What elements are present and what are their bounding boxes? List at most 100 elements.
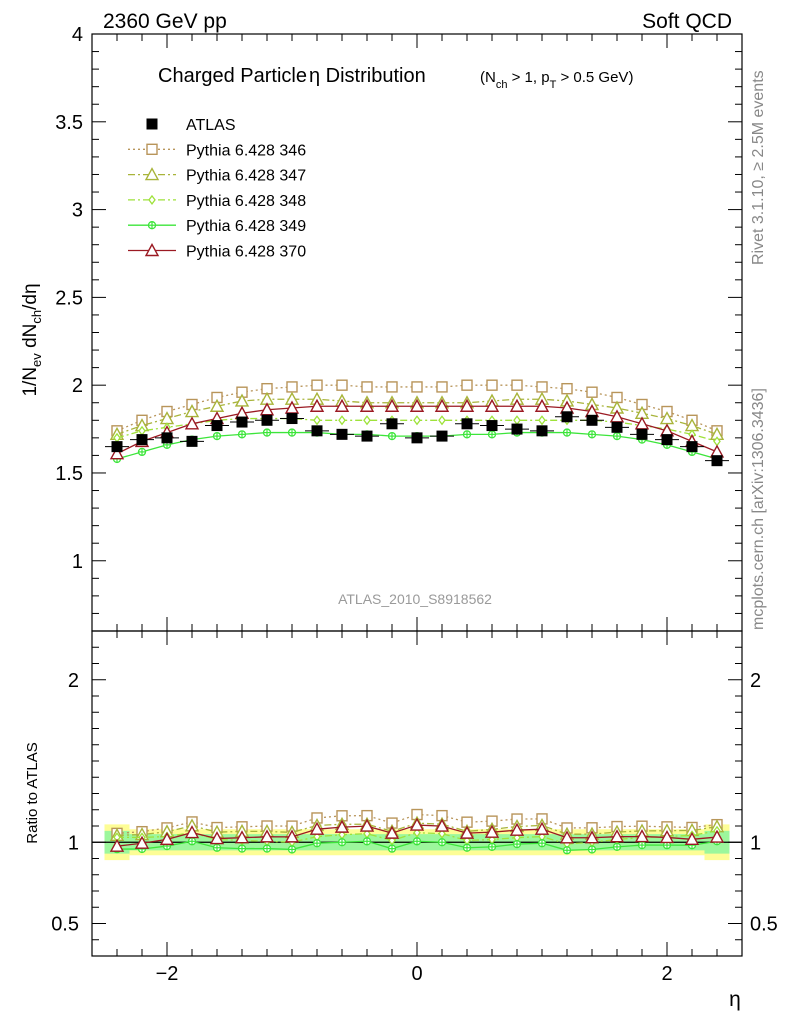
series-1-point xyxy=(461,379,473,391)
ratio-series-group xyxy=(109,808,725,855)
x-tick-label: 2 xyxy=(661,963,672,985)
atlas-data-point xyxy=(361,430,373,442)
series-5-point xyxy=(309,398,325,412)
legend-label: Pythia 6.428 370 xyxy=(186,244,306,261)
ratio-series-5-point xyxy=(634,829,650,843)
chart-title: Charged Particle η Distribution xyxy=(158,65,426,87)
series-1-point xyxy=(536,381,548,393)
ratio-series-5-point xyxy=(409,817,425,831)
legend-marker xyxy=(146,118,158,130)
ratio-series-5-point xyxy=(184,825,200,839)
series-5-point xyxy=(284,400,300,414)
series-1-point xyxy=(386,381,398,393)
ratio-series-5-point xyxy=(434,818,450,832)
ratio-series-5-point xyxy=(484,824,500,838)
series-3-point xyxy=(513,415,521,426)
atlas-data-point xyxy=(511,423,523,435)
ratio-y-tick-label: 1 xyxy=(68,832,79,854)
series-5-point xyxy=(509,398,525,412)
series-3-point xyxy=(438,415,446,426)
ratio-series-5-point xyxy=(109,838,125,852)
atlas-data-points xyxy=(105,411,729,467)
main-y-tick-label: 3 xyxy=(72,200,83,222)
legend-marker xyxy=(144,243,160,257)
atlas-data-point xyxy=(436,430,448,442)
main-y-tick-label: 3.5 xyxy=(55,112,83,134)
ratio-y-tick-label-right: 0.5 xyxy=(750,914,778,936)
header-energy-label: 2360 GeV pp xyxy=(103,10,227,33)
series-1-point xyxy=(486,379,498,391)
axis-tick-labels: 1 1.5 2 2.5 3 3.5 4 0.5 0.5 1 1 2 2 −2 0 2 xyxy=(51,24,778,985)
series-5-point xyxy=(534,398,550,412)
series-1-point xyxy=(361,381,373,393)
main-y-tick-label: 2 xyxy=(72,375,83,397)
series-1-point xyxy=(436,381,448,393)
series-3-point xyxy=(538,415,546,426)
series-1-point xyxy=(561,382,573,395)
chart-title-condition: (Nch > 1, pT > 0.5 GeV) xyxy=(480,69,633,91)
chart-title-eta: η xyxy=(309,65,320,87)
ratio-y-axis-label: Ratio to ATLAS xyxy=(24,742,41,843)
ratio-series-5-point xyxy=(159,831,175,846)
atlas-data-point xyxy=(661,434,673,446)
main-y-tick-label: 2.5 xyxy=(55,287,83,309)
series-1-point xyxy=(511,379,523,391)
series-5-point xyxy=(484,398,500,412)
ratio-series-5-point xyxy=(459,825,475,839)
ratio-series-5-point xyxy=(509,822,525,836)
ratio-series-5-point xyxy=(209,831,225,845)
series-1-point xyxy=(336,379,348,391)
analysis-watermark: ATLAS_2010_S8918562 xyxy=(338,591,492,607)
atlas-data-point xyxy=(711,455,723,467)
series-5-point xyxy=(109,446,125,460)
series-3-point xyxy=(313,415,321,426)
atlas-data-point xyxy=(586,414,598,426)
atlas-data-point xyxy=(561,411,573,423)
series-1-point xyxy=(311,379,323,391)
mcplots-label: mcplots.cern.ch [arXiv:1306.3436] xyxy=(750,388,767,630)
ratio-y-tick-label: 2 xyxy=(68,670,79,692)
main-y-tick-label: 4 xyxy=(72,24,83,46)
main-y-tick-label: 1.5 xyxy=(55,463,83,485)
series-3-point xyxy=(363,415,371,426)
series-1-point xyxy=(586,386,598,398)
ratio-y-tick-label: 0.5 xyxy=(51,914,79,936)
legend-marker xyxy=(146,143,158,156)
series-5-point xyxy=(434,398,450,412)
legend-marker xyxy=(144,167,160,181)
series-5-point xyxy=(184,416,200,430)
rivet-version-label: Rivet 3.1.10, ≥ 2.5M events xyxy=(750,70,767,265)
legend-label: ATLAS xyxy=(186,117,236,134)
atlas-data-point xyxy=(386,418,398,430)
ratio-series-5-point xyxy=(584,830,600,844)
atlas-data-point xyxy=(536,425,548,437)
atlas-data-point xyxy=(211,420,223,432)
atlas-data-point xyxy=(486,420,498,432)
ratio-series-5-point xyxy=(134,835,150,849)
legend-label: Pythia 6.428 349 xyxy=(186,218,306,235)
atlas-data-point xyxy=(611,421,623,433)
chart-title-rest: Distribution xyxy=(320,65,426,87)
atlas-data-point xyxy=(111,441,123,453)
ratio-series-5-point xyxy=(609,829,625,843)
series-3-point xyxy=(338,415,346,426)
ratio-series-5-point xyxy=(259,829,275,843)
legend-label: Pythia 6.428 347 xyxy=(186,168,306,185)
chart-title-main: Charged Particle xyxy=(158,65,307,87)
x-axis-label: η xyxy=(729,988,741,1011)
series-1-point xyxy=(286,381,298,393)
main-y-tick-label: 1 xyxy=(72,551,83,573)
y-axis-label: 1/Nev dNch/dη xyxy=(20,283,44,396)
series-5-point xyxy=(334,398,350,412)
legend: ATLAS Pythia 6.428 346 Pythia 6.428 347 Pyt… xyxy=(128,117,306,261)
atlas-data-point xyxy=(686,441,698,453)
atlas-data-point xyxy=(186,435,198,447)
series-5-point xyxy=(359,398,375,412)
legend-label: Pythia 6.428 348 xyxy=(186,193,306,210)
ratio-series-5-point xyxy=(684,831,700,845)
ratio-series-5-point xyxy=(309,821,325,835)
ratio-series-5-point xyxy=(659,829,675,844)
axis-ticks xyxy=(91,33,743,956)
ratio-series-5-point xyxy=(234,830,250,844)
